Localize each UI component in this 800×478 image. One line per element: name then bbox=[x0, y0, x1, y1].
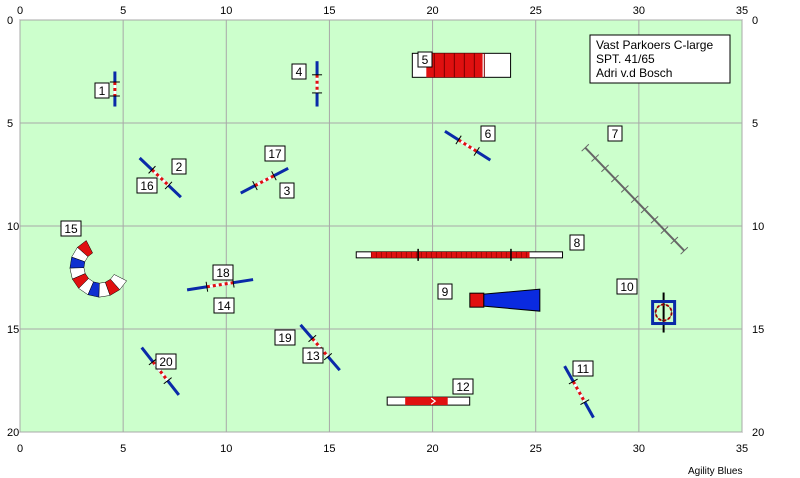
svg-text:12: 12 bbox=[456, 380, 470, 394]
label-1: 1 bbox=[94, 82, 110, 99]
svg-text:13: 13 bbox=[306, 349, 320, 363]
svg-text:5: 5 bbox=[422, 53, 429, 67]
y-tick-left: 15 bbox=[7, 324, 19, 336]
label-2: 2 bbox=[171, 158, 187, 175]
svg-text:15: 15 bbox=[64, 222, 78, 236]
label-12: 12 bbox=[452, 378, 474, 395]
svg-text:6: 6 bbox=[485, 127, 492, 141]
x-tick-bottom: 10 bbox=[220, 443, 232, 455]
label-8: 8 bbox=[569, 234, 585, 251]
svg-text:8: 8 bbox=[574, 236, 581, 250]
obstacle-6 bbox=[444, 129, 492, 162]
label-4: 4 bbox=[291, 63, 307, 80]
svg-text:14: 14 bbox=[217, 299, 231, 313]
obstacle-4 bbox=[312, 61, 323, 107]
y-tick-left: 10 bbox=[7, 221, 19, 233]
svg-text:7: 7 bbox=[612, 127, 619, 141]
svg-text:2: 2 bbox=[176, 160, 183, 174]
obstacle-9 bbox=[469, 288, 541, 312]
label-14: 14 bbox=[213, 297, 235, 314]
svg-text:1: 1 bbox=[99, 84, 106, 98]
obstacle-7 bbox=[581, 143, 689, 255]
info-course-name: Vast Parkoers C-large bbox=[596, 38, 713, 52]
x-tick-top: 20 bbox=[426, 5, 438, 17]
obstacle-8 bbox=[355, 248, 564, 261]
label-17: 17 bbox=[264, 145, 286, 162]
info-judge: Adri v.d Bosch bbox=[596, 66, 672, 80]
y-tick-right: 10 bbox=[752, 221, 764, 233]
obstacle-11 bbox=[563, 365, 595, 419]
label-3: 3 bbox=[279, 182, 295, 199]
x-tick-bottom: 25 bbox=[530, 443, 542, 455]
credit-text: Agility Blues bbox=[688, 466, 743, 477]
y-tick-left: 0 bbox=[7, 15, 13, 27]
label-10: 10 bbox=[616, 278, 638, 295]
obstacle-12 bbox=[386, 396, 471, 406]
svg-text:11: 11 bbox=[577, 362, 590, 376]
obstacle-2 bbox=[138, 156, 182, 199]
svg-text:9: 9 bbox=[442, 285, 449, 299]
obstacle-10 bbox=[651, 292, 677, 333]
label-5: 5 bbox=[417, 51, 433, 68]
y-tick-right: 5 bbox=[752, 118, 758, 130]
label-18: 18 bbox=[212, 264, 234, 281]
info-spt: SPT. 41/65 bbox=[596, 52, 655, 66]
x-tick-bottom: 5 bbox=[120, 443, 126, 455]
y-tick-left: 20 bbox=[7, 427, 19, 439]
y-tick-left: 5 bbox=[7, 118, 13, 130]
svg-text:18: 18 bbox=[216, 266, 230, 280]
x-tick-top: 25 bbox=[530, 5, 542, 17]
label-6: 6 bbox=[480, 125, 496, 142]
svg-text:4: 4 bbox=[296, 65, 303, 79]
x-tick-bottom: 15 bbox=[323, 443, 335, 455]
y-tick-right: 20 bbox=[752, 427, 764, 439]
svg-text:20: 20 bbox=[159, 355, 173, 369]
x-tick-top: 5 bbox=[120, 5, 126, 17]
obstacle-1 bbox=[109, 71, 120, 107]
label-20: 20 bbox=[155, 353, 177, 370]
label-11: 11 bbox=[572, 360, 594, 377]
x-tick-top: 35 bbox=[736, 5, 748, 17]
label-9: 9 bbox=[437, 283, 453, 300]
x-tick-bottom: 0 bbox=[17, 443, 23, 455]
svg-text:16: 16 bbox=[140, 179, 154, 193]
y-tick-right: 15 bbox=[752, 324, 764, 336]
x-tick-top: 0 bbox=[17, 5, 23, 17]
label-15: 15 bbox=[60, 220, 82, 237]
obstacle-20 bbox=[140, 346, 181, 396]
obstacle-5 bbox=[411, 52, 512, 78]
obstacle-3 bbox=[240, 166, 289, 195]
svg-text:3: 3 bbox=[284, 184, 291, 198]
label-13: 13 bbox=[302, 347, 324, 364]
info-box: Vast Parkoers C-large SPT. 41/65 Adri v.… bbox=[589, 34, 731, 84]
grid-lines bbox=[19, 19, 743, 433]
svg-text:17: 17 bbox=[268, 147, 282, 161]
x-tick-bottom: 20 bbox=[426, 443, 438, 455]
x-tick-bottom: 35 bbox=[736, 443, 748, 455]
x-tick-top: 15 bbox=[323, 5, 335, 17]
x-tick-top: 30 bbox=[633, 5, 645, 17]
label-7: 7 bbox=[607, 125, 623, 142]
x-tick-bottom: 30 bbox=[633, 443, 645, 455]
svg-text:19: 19 bbox=[278, 331, 292, 345]
label-16: 16 bbox=[136, 177, 158, 194]
label-19: 19 bbox=[274, 329, 296, 346]
obstacles-layer bbox=[69, 52, 689, 419]
svg-text:10: 10 bbox=[620, 280, 634, 294]
x-tick-top: 10 bbox=[220, 5, 232, 17]
obstacle-15 bbox=[69, 240, 127, 298]
y-tick-right: 0 bbox=[752, 15, 758, 27]
